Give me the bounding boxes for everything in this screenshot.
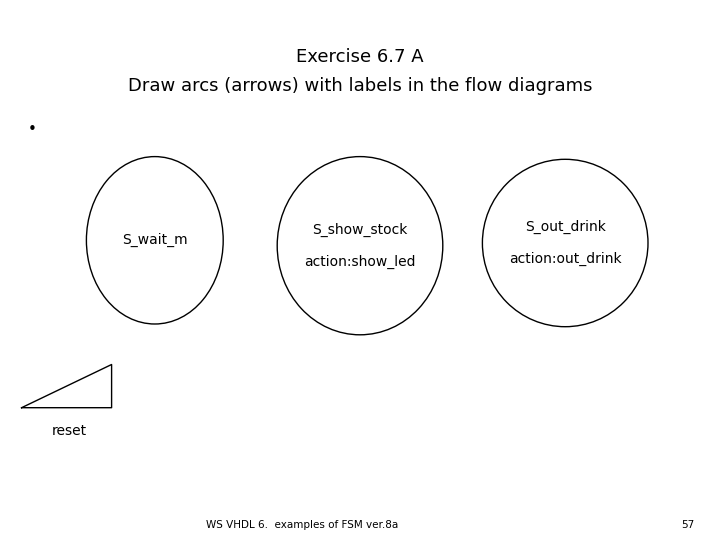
Text: S_out_drink: S_out_drink — [525, 220, 606, 234]
Text: action:show_led: action:show_led — [305, 255, 415, 269]
Text: 57: 57 — [682, 520, 695, 530]
Text: action:out_drink: action:out_drink — [509, 252, 621, 266]
Text: reset: reset — [52, 424, 87, 438]
Text: WS VHDL 6.  examples of FSM ver.8a: WS VHDL 6. examples of FSM ver.8a — [206, 520, 399, 530]
Text: S_wait_m: S_wait_m — [122, 233, 188, 247]
Text: Exercise 6.7 A: Exercise 6.7 A — [296, 48, 424, 66]
Text: Draw arcs (arrows) with labels in the flow diagrams: Draw arcs (arrows) with labels in the fl… — [127, 77, 593, 96]
Text: •: • — [27, 122, 36, 137]
Text: S_show_stock: S_show_stock — [312, 222, 408, 237]
